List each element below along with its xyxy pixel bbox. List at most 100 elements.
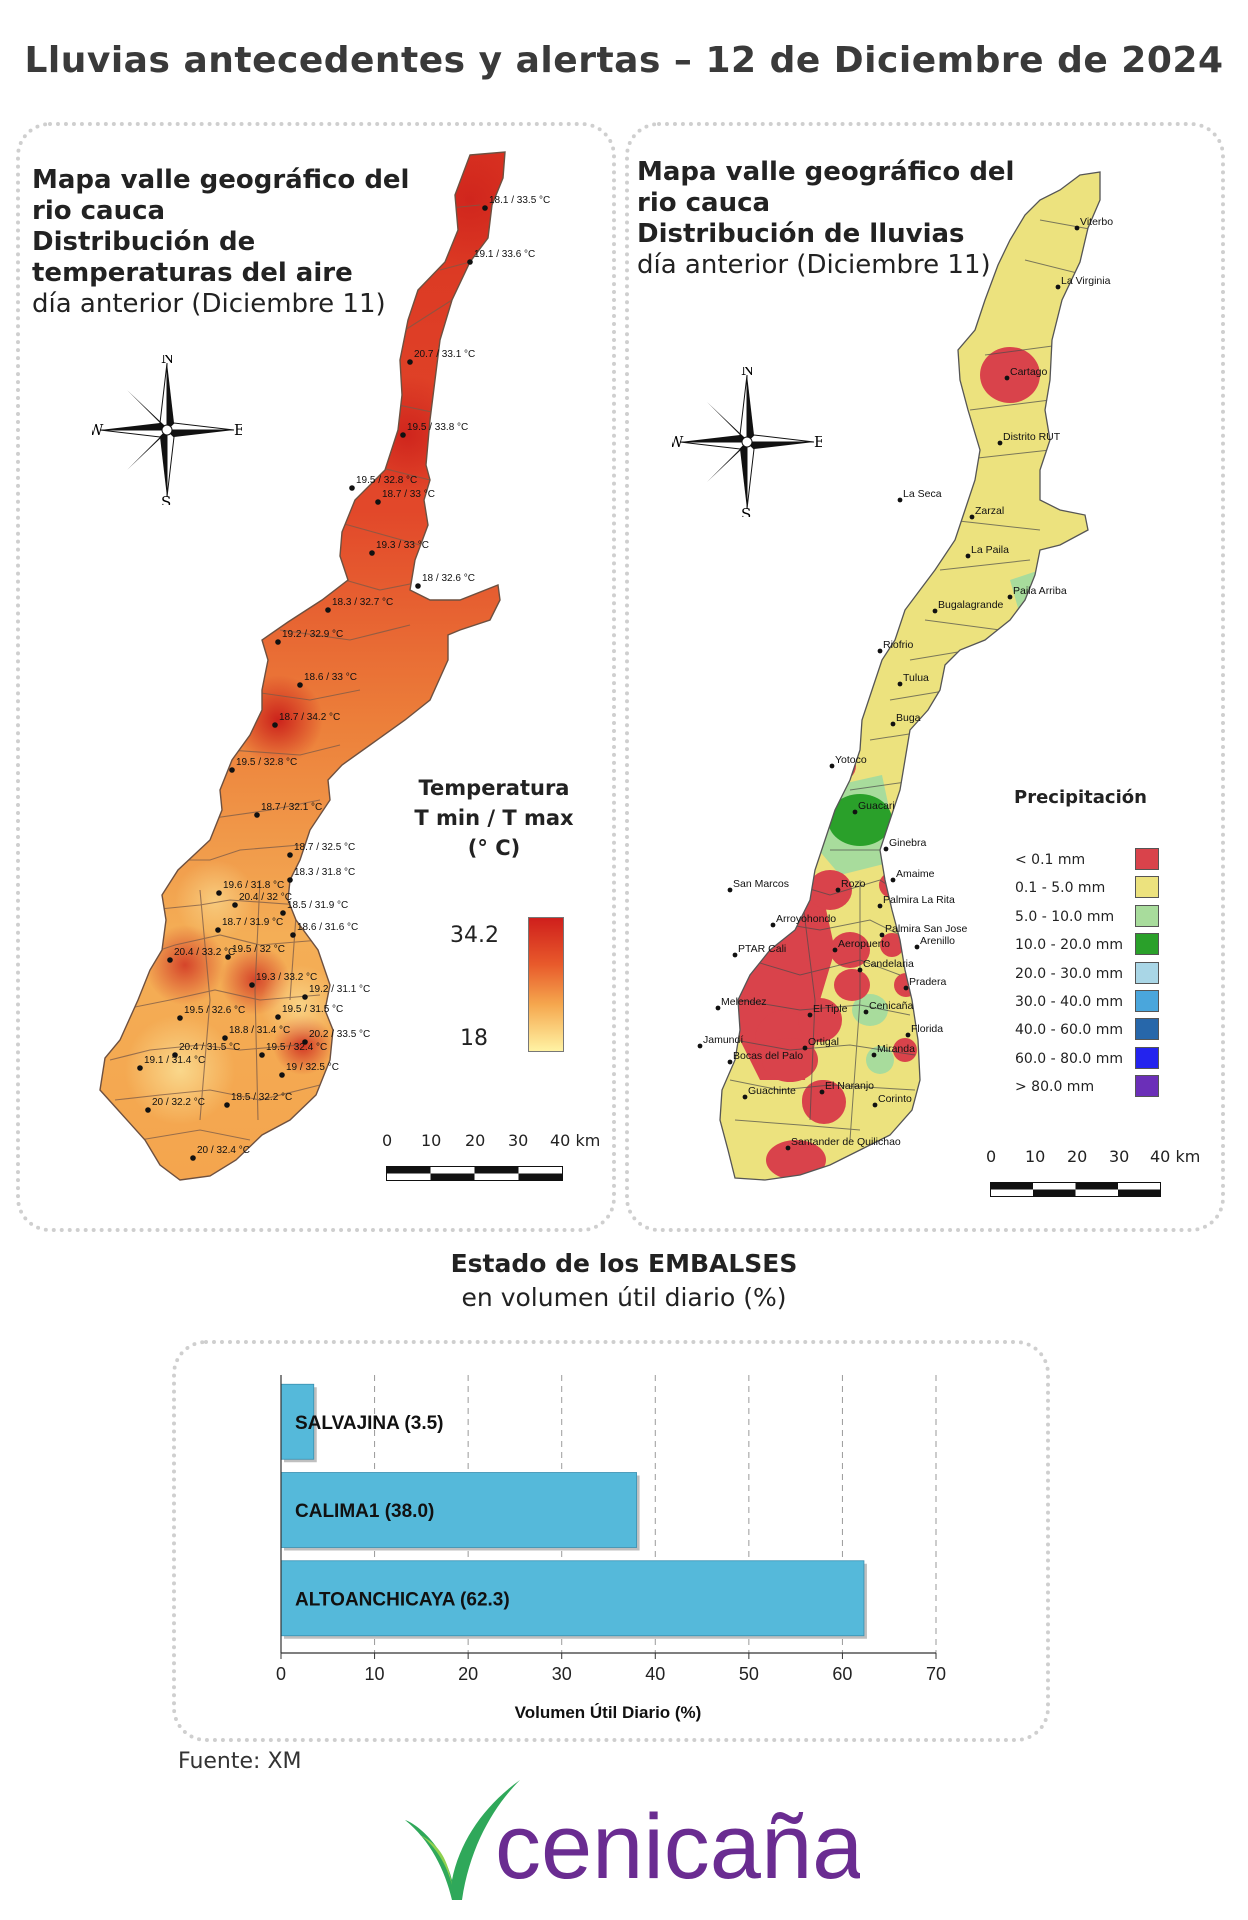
rainfall-station-label: San Marcos	[733, 878, 789, 890]
temperature-legend-min: 18	[460, 1026, 488, 1051]
temperature-station-label: 18.5 / 32.2 °C	[231, 1092, 292, 1103]
rainfall-station-label: Cartago	[1010, 366, 1048, 378]
temperature-station-dot	[287, 852, 293, 858]
rainfall-station-label: Bugalagrande	[938, 599, 1004, 611]
compass-rose-icon: N S W E	[92, 355, 242, 505]
temperature-station-dot	[415, 583, 421, 589]
temperature-station-label: 19.2 / 31.1 °C	[309, 984, 370, 995]
temperature-station-dot	[224, 1102, 230, 1108]
rainfall-station-label: Distrito RUT	[1003, 431, 1061, 443]
temperature-station-label: 18.7 / 33 °C	[382, 489, 435, 500]
temperature-station-label: 18.3 / 31.8 °C	[294, 867, 355, 878]
rainfall-scale-bar	[990, 1182, 1161, 1197]
temp-legend-line-1: Temperatura	[418, 776, 570, 800]
temperature-station-dot	[222, 1035, 228, 1041]
temp-heading-line-1: Mapa valle geográfico del	[32, 165, 410, 195]
rainfall-station-label: Palmira La Rita	[883, 894, 955, 906]
rainfall-station-label: Riofrio	[883, 639, 914, 651]
temp-legend-line-3: (° C)	[467, 836, 521, 860]
rainfall-station-dot	[715, 1005, 721, 1011]
temperature-station-label: 19.5 / 32.6 °C	[184, 1005, 245, 1016]
rainfall-station-dot	[897, 681, 903, 687]
temperature-map-panel	[16, 122, 616, 1232]
temperature-station-dot	[375, 499, 381, 505]
rainfall-station-label: La Paila	[971, 544, 1009, 556]
rainfall-station-label: Miranda	[877, 1043, 915, 1055]
precipitation-legend-swatch	[1135, 1046, 1159, 1069]
precipitation-legend-row: 5.0 - 10.0 mm	[1015, 904, 1185, 933]
temperature-station-dot	[407, 359, 413, 365]
precipitation-legend-label: 0.1 - 5.0 mm	[1015, 880, 1106, 897]
rainfall-station-dot	[871, 1052, 877, 1058]
temp-scale-30: 30	[508, 1131, 529, 1150]
rainfall-station-dot	[914, 944, 920, 950]
temperature-station-dot	[482, 205, 488, 211]
rainfall-station-label: Rozo	[841, 878, 866, 890]
logo-wordmark: cenicaña	[495, 1796, 860, 1898]
chart-tick-label: 10	[365, 1664, 385, 1684]
rainfall-station-dot	[883, 846, 889, 852]
temperature-station-label: 19.5 / 33.8 °C	[407, 422, 468, 433]
temperature-station-label: 18.7 / 32.1 °C	[261, 802, 322, 813]
precipitation-legend-row: 30.0 - 40.0 mm	[1015, 989, 1185, 1018]
precipitation-legend-swatch	[1135, 1075, 1159, 1098]
rainfall-map-panel	[625, 122, 1225, 1232]
rain-scale-10: 10	[1025, 1147, 1046, 1166]
temperature-station-label: 19.2 / 32.9 °C	[282, 629, 343, 640]
rainfall-station-dot	[785, 1145, 791, 1151]
compass-s-label: S	[741, 505, 751, 517]
temperature-station-label: 20 / 32.4 °C	[197, 1145, 250, 1156]
precipitation-legend-row: < 0.1 mm	[1015, 848, 1185, 876]
rainfall-map-heading: Mapa valle geográfico del rio cauca Dist…	[637, 157, 1014, 281]
compass-w-label: W	[672, 433, 684, 451]
rainfall-station-label: Pradera	[909, 976, 947, 988]
temperature-station-label: 20.4 / 32 °C	[239, 892, 292, 903]
temperature-station-dot	[400, 432, 406, 438]
precipitation-legend-row: 40.0 - 60.0 mm	[1015, 1018, 1185, 1046]
rainfall-station-dot	[742, 1094, 748, 1100]
rainfall-station-dot	[903, 985, 909, 991]
temperature-station-dot	[249, 982, 255, 988]
precipitation-legend-label: 10.0 - 20.0 mm	[1015, 937, 1124, 954]
compass-w-label: W	[92, 421, 104, 439]
temperature-station-dot	[225, 954, 231, 960]
rain-heading-line-2: rio cauca	[637, 188, 771, 218]
temperature-station-label: 18.8 / 31.4 °C	[229, 1025, 290, 1036]
rainfall-station-dot	[732, 952, 738, 958]
rain-scale-30: 30	[1109, 1147, 1130, 1166]
rainfall-station-label: Florida	[911, 1023, 943, 1035]
data-source: Fuente: XM	[178, 1749, 302, 1774]
rainfall-station-dot	[890, 877, 896, 883]
temperature-station-dot	[272, 722, 278, 728]
rainfall-station-dot	[857, 967, 863, 973]
temperature-station-dot	[216, 890, 222, 896]
temperature-legend-title: Temperatura T min / T max (° C)	[412, 773, 576, 863]
rainfall-station-dot	[877, 903, 883, 909]
compass-n-label: N	[741, 367, 754, 379]
temperature-station-label: 18.1 / 33.5 °C	[489, 195, 550, 206]
rainfall-station-dot	[969, 514, 975, 520]
temperature-map-heading: Mapa valle geográfico del rio cauca Dist…	[32, 165, 409, 320]
temperature-station-label: 19.1 / 33.6 °C	[474, 249, 535, 260]
temperature-station-label: 18.6 / 31.6 °C	[297, 922, 358, 933]
temperature-station-label: 20.4 / 33.2 °C	[174, 947, 235, 958]
rainfall-station-dot	[897, 497, 903, 503]
temperature-station-dot	[467, 259, 473, 265]
rainfall-station-dot	[1055, 284, 1061, 290]
rain-subheading: día anterior (Diciembre 11)	[637, 250, 991, 280]
temperature-scale-bar	[386, 1166, 563, 1181]
rainfall-station-label: Zarzal	[975, 505, 1004, 517]
cenicana-logo: cenicaña	[405, 1780, 860, 1900]
temperature-station-dot	[145, 1107, 151, 1113]
rainfall-station-label: El Tiple	[813, 1003, 848, 1015]
rainfall-station-label: La Virginia	[1061, 275, 1111, 287]
reservoir-heading: Estado de los EMBALSES en volumen útil d…	[0, 1247, 1248, 1315]
precipitation-legend-swatch	[1135, 904, 1159, 927]
temp-scale-40: 40 km	[550, 1131, 601, 1150]
rainfall-station-label: Arenillo	[920, 935, 955, 947]
precipitation-legend-label: 40.0 - 60.0 mm	[1015, 1022, 1124, 1039]
rainfall-station-label: Santander de Quilichao	[791, 1136, 901, 1148]
temperature-station-label: 19.5 / 31.5 °C	[282, 1004, 343, 1015]
page-title: Lluvias antecedentes y alertas – 12 de D…	[24, 40, 1224, 81]
